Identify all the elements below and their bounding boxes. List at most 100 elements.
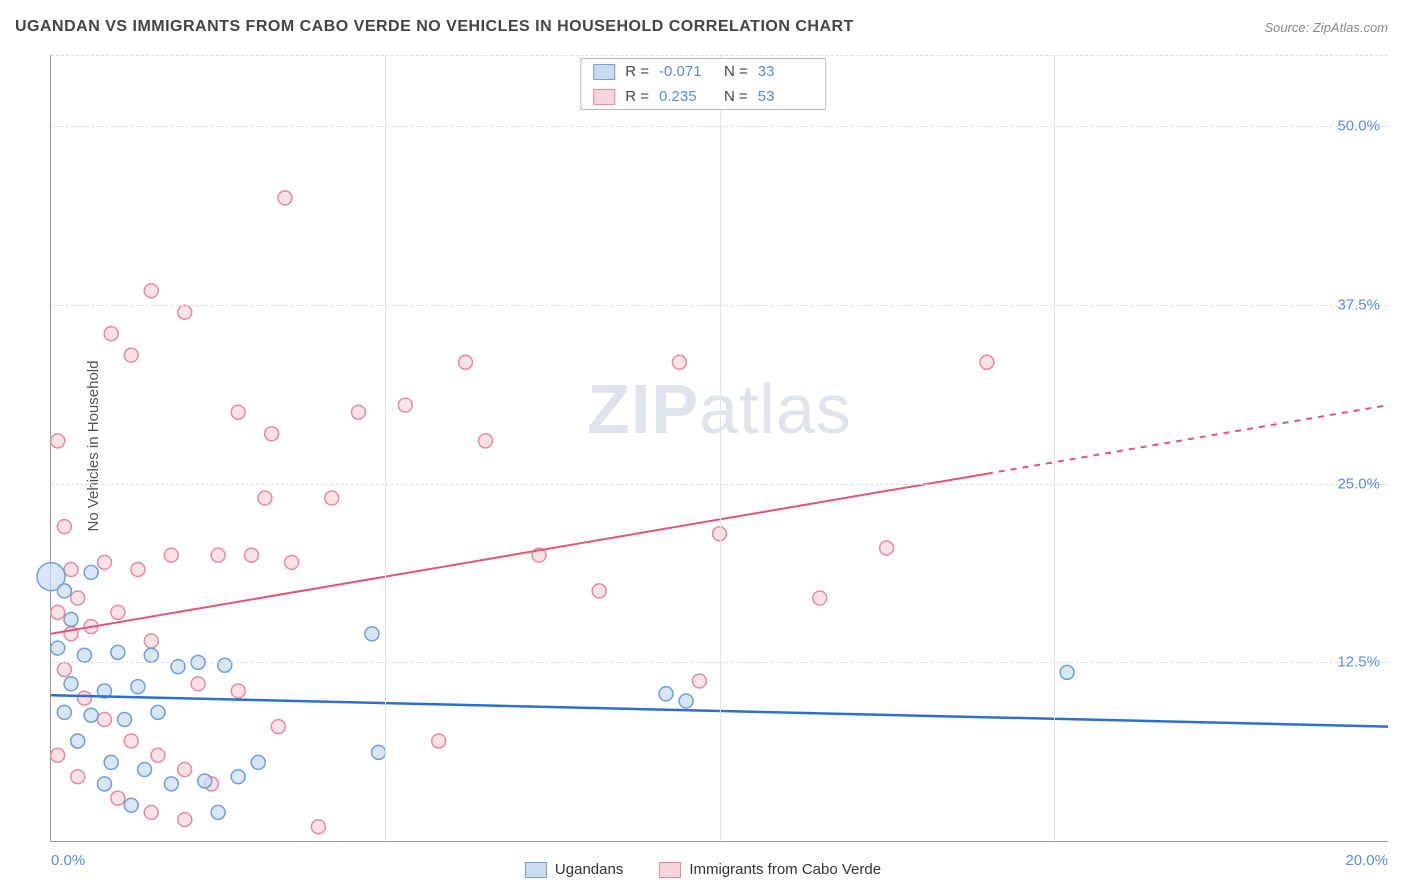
data-point xyxy=(84,565,98,579)
xtick xyxy=(385,55,386,841)
xtick-label: 20.0% xyxy=(1345,852,1388,869)
data-point xyxy=(77,691,91,705)
data-point xyxy=(51,605,65,619)
data-point xyxy=(271,720,285,734)
data-point xyxy=(880,541,894,555)
data-point xyxy=(258,491,272,505)
data-point xyxy=(211,548,225,562)
data-point xyxy=(57,705,71,719)
data-point xyxy=(71,770,85,784)
data-point xyxy=(111,791,125,805)
trend-line xyxy=(51,474,987,634)
data-point xyxy=(432,734,446,748)
data-point xyxy=(311,820,325,834)
n-label: N = xyxy=(724,88,748,105)
n-value: 53 xyxy=(758,88,813,105)
ytick-label: 12.5% xyxy=(1337,654,1380,671)
data-point xyxy=(71,734,85,748)
data-point xyxy=(51,641,65,655)
data-point xyxy=(144,805,158,819)
data-point xyxy=(97,713,111,727)
data-point xyxy=(124,734,138,748)
xtick xyxy=(1054,55,1055,841)
ytick-label: 37.5% xyxy=(1337,297,1380,314)
legend-stat-row: R =-0.071N =33 xyxy=(581,59,825,84)
data-point xyxy=(131,680,145,694)
data-point xyxy=(211,805,225,819)
data-point xyxy=(231,684,245,698)
legend-series: Ugandans Immigrants from Cabo Verde xyxy=(525,861,881,878)
data-point xyxy=(57,584,71,598)
data-point xyxy=(398,398,412,412)
data-point xyxy=(144,634,158,648)
data-point xyxy=(77,648,91,662)
data-point xyxy=(84,708,98,722)
data-point xyxy=(1060,665,1074,679)
data-point xyxy=(71,591,85,605)
chart-container: UGANDAN VS IMMIGRANTS FROM CABO VERDE NO… xyxy=(0,0,1406,892)
plot-area: ZIPatlas 12.5%25.0%37.5%50.0%0.0%20.0% xyxy=(50,55,1388,842)
data-point xyxy=(64,612,78,626)
legend-swatch xyxy=(593,89,615,105)
data-point xyxy=(285,555,299,569)
legend-swatch xyxy=(593,64,615,80)
data-point xyxy=(245,548,259,562)
data-point xyxy=(325,491,339,505)
legend-swatch xyxy=(659,862,681,878)
data-point xyxy=(164,777,178,791)
data-point xyxy=(191,677,205,691)
data-point xyxy=(97,777,111,791)
data-point xyxy=(104,327,118,341)
data-point xyxy=(692,674,706,688)
data-point xyxy=(679,694,693,708)
xtick-label: 0.0% xyxy=(51,852,85,869)
data-point xyxy=(104,755,118,769)
data-point xyxy=(479,434,493,448)
data-point xyxy=(111,645,125,659)
data-point xyxy=(144,648,158,662)
data-point xyxy=(57,663,71,677)
data-point xyxy=(64,562,78,576)
data-point xyxy=(659,687,673,701)
data-point xyxy=(151,705,165,719)
trend-line-extrap xyxy=(987,405,1388,474)
r-value: -0.071 xyxy=(659,63,714,80)
data-point xyxy=(178,305,192,319)
data-point xyxy=(138,763,152,777)
data-point xyxy=(64,677,78,691)
legend-swatch xyxy=(525,862,547,878)
data-point xyxy=(372,745,386,759)
data-point xyxy=(97,555,111,569)
chart-title: UGANDAN VS IMMIGRANTS FROM CABO VERDE NO… xyxy=(15,18,854,36)
data-point xyxy=(813,591,827,605)
data-point xyxy=(251,755,265,769)
data-point xyxy=(178,763,192,777)
data-point xyxy=(231,405,245,419)
data-point xyxy=(672,355,686,369)
n-label: N = xyxy=(724,63,748,80)
data-point xyxy=(51,748,65,762)
data-point xyxy=(111,605,125,619)
legend-stats: R =-0.071N =33R =0.235N =53 xyxy=(580,58,826,110)
data-point xyxy=(164,548,178,562)
data-point xyxy=(231,770,245,784)
ytick-label: 25.0% xyxy=(1337,475,1380,492)
legend-label: Ugandans xyxy=(555,861,623,878)
data-point xyxy=(592,584,606,598)
data-point xyxy=(218,658,232,672)
data-point xyxy=(151,748,165,762)
data-point xyxy=(458,355,472,369)
data-point xyxy=(51,434,65,448)
legend-label: Immigrants from Cabo Verde xyxy=(689,861,881,878)
data-point xyxy=(124,348,138,362)
data-point xyxy=(144,284,158,298)
data-point xyxy=(178,813,192,827)
data-point xyxy=(198,774,212,788)
legend-item: Ugandans xyxy=(525,861,623,878)
data-point xyxy=(365,627,379,641)
source-attribution: Source: ZipAtlas.com xyxy=(1264,20,1388,35)
data-point xyxy=(278,191,292,205)
xtick xyxy=(720,55,721,841)
r-label: R = xyxy=(625,88,649,105)
legend-item: Immigrants from Cabo Verde xyxy=(659,861,881,878)
